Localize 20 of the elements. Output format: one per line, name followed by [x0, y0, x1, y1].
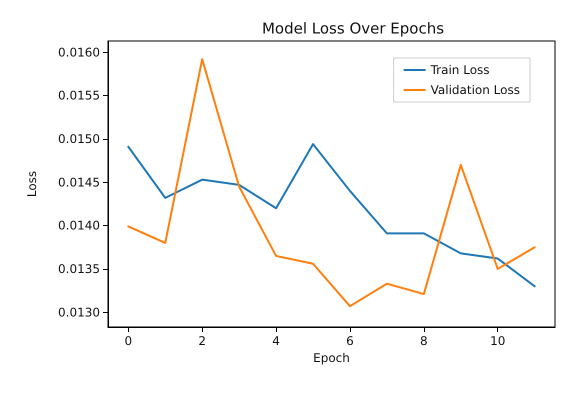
legend-label: Validation Loss — [430, 83, 520, 97]
y-tick-label: 0.0145 — [58, 175, 100, 190]
x-tick-label: 2 — [198, 334, 206, 348]
line-series — [127, 143, 536, 288]
y-tick-label: 0.0150 — [58, 132, 100, 146]
line-series — [127, 58, 536, 308]
x-tick-label: 6 — [346, 334, 354, 348]
y-axis-title: Loss — [25, 170, 39, 198]
x-tick-label: 4 — [272, 334, 280, 348]
x-axis-title: Epoch — [313, 351, 350, 365]
y-tick-label: 0.0140 — [58, 218, 100, 233]
y-tick-label: 0.0160 — [58, 45, 100, 60]
x-tick-label: 0 — [124, 334, 132, 348]
y-tick-label: 0.0135 — [58, 262, 100, 276]
x-tick-label: 8 — [420, 334, 428, 348]
chart-title: Model Loss Over Epochs — [262, 20, 444, 38]
y-tick-label: 0.0130 — [58, 305, 100, 320]
y-tick-label: 0.0155 — [58, 88, 100, 103]
legend-label: Train Loss — [430, 63, 490, 77]
x-tick-label: 10 — [490, 334, 506, 348]
